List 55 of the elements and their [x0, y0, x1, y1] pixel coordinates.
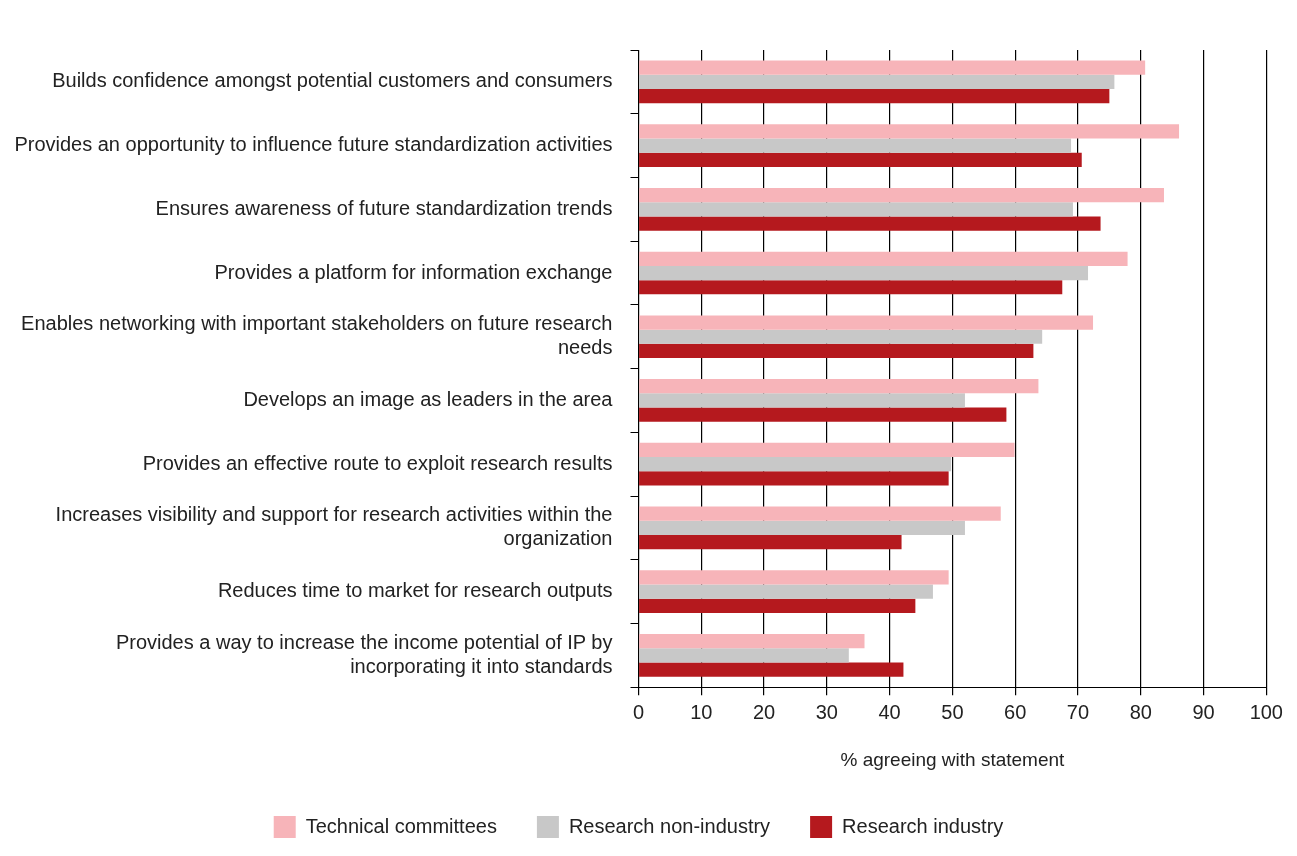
bar: [639, 584, 933, 599]
bar: [639, 74, 1115, 89]
x-tick-label: 50: [941, 700, 964, 723]
bar: [639, 633, 865, 649]
bar: [639, 251, 1128, 266]
y-tick-label: Increases visibility and support for research activities within the organization: [55, 503, 613, 550]
bar: [639, 506, 1001, 521]
bar: [639, 265, 1089, 281]
x-tick-label: 90: [1192, 700, 1215, 723]
bar: [639, 379, 1039, 394]
bar: [639, 202, 1073, 217]
x-tick-label: 10: [690, 700, 713, 723]
bar: [639, 343, 1034, 359]
bar: [639, 648, 849, 663]
bar: [639, 187, 1164, 203]
y-tick-label: Develops an image as leaders in the area: [243, 387, 614, 410]
x-tick-label: 30: [815, 700, 838, 723]
bar: [639, 315, 1094, 330]
y-tick-label: Enables networking with important stakeholders on future research needs: [21, 312, 613, 359]
bar: [639, 329, 1043, 344]
x-tick-label: 0: [632, 700, 645, 723]
bar: [639, 280, 1063, 295]
x-axis-title: % agreeing with statement: [840, 748, 1066, 770]
y-tick-label: Provides a platform for information exchange: [214, 260, 613, 283]
bar: [639, 152, 1082, 167]
bar: [639, 471, 949, 486]
legend-label: Technical committees: [305, 814, 497, 837]
bar: [639, 662, 904, 677]
bar: [639, 598, 916, 613]
bar: [639, 570, 949, 585]
x-tick-label: 20: [752, 700, 776, 723]
bar: [639, 535, 902, 550]
bar: [639, 520, 965, 536]
bar: [639, 407, 1007, 422]
x-tick-label: 70: [1066, 700, 1090, 723]
x-tick-label: 40: [878, 700, 901, 723]
bar: [639, 442, 1015, 458]
bar: [639, 60, 1146, 75]
y-tick-label: Provides an effective route to exploit research results: [142, 451, 613, 474]
bar: [639, 393, 965, 408]
x-tick-label: 60: [1004, 700, 1027, 723]
y-tick-label: Reduces time to market for research outputs: [217, 579, 613, 602]
bar: [639, 457, 952, 472]
y-tick-label: Provides an opportunity to influence future standardization activities: [14, 133, 613, 156]
legend-label: Research non-industry: [568, 814, 771, 837]
x-tick-label: 80: [1129, 700, 1152, 723]
bar: [639, 216, 1101, 231]
bar: [639, 88, 1110, 104]
x-tick-label: 100: [1249, 700, 1283, 723]
y-tick-label: Builds confidence amongst potential customers and consumers: [52, 69, 613, 92]
bar: [639, 124, 1180, 139]
y-tick-label: Provides a way to increase the income potential of IP by incorporating it into standards: [115, 630, 613, 677]
legend-label: Research industry: [842, 814, 1004, 837]
bar: [639, 138, 1072, 153]
y-tick-label: Ensures awareness of future standardization trends: [155, 196, 613, 219]
